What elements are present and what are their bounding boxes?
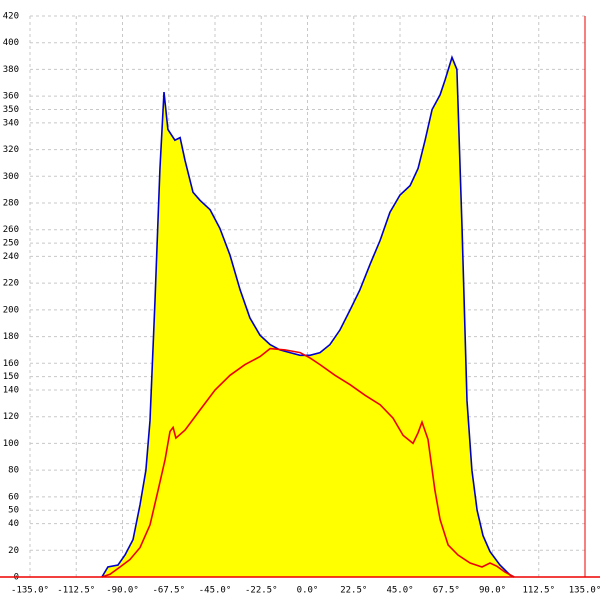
y-tick-label: 420 [3, 12, 19, 22]
x-tick-label: 45.0° [386, 586, 413, 596]
y-tick-label: 200 [3, 305, 19, 315]
y-tick-label: 140 [3, 386, 19, 396]
y-tick-label: 60 [8, 492, 19, 502]
y-tick-label: 380 [3, 65, 19, 75]
x-tick-label: -22.5° [245, 586, 278, 596]
y-tick-label: 80 [8, 466, 19, 476]
y-tick-label: 320 [3, 145, 19, 155]
x-tick-label: -45.0° [199, 586, 232, 596]
x-tick-label: -67.5° [152, 586, 185, 596]
y-tick-label: 20 [8, 546, 19, 556]
x-tick-label: 0.0° [297, 586, 319, 596]
y-tick-label: 150 [3, 372, 19, 382]
y-tick-label: 250 [3, 239, 19, 249]
y-tick-label: 300 [3, 172, 19, 182]
y-tick-label: 360 [3, 92, 19, 102]
x-tick-label: 135.0° [569, 586, 600, 596]
y-tick-label: 100 [3, 439, 19, 449]
y-tick-label: 280 [3, 199, 19, 209]
y-tick-label: 260 [3, 225, 19, 235]
y-tick-label: 120 [3, 412, 19, 422]
x-tick-label: 90.0° [479, 586, 506, 596]
y-tick-label: 350 [3, 105, 19, 115]
y-tick-label: 40 [8, 519, 19, 529]
x-tick-label: -90.0° [106, 586, 139, 596]
y-tick-label: 400 [3, 38, 19, 48]
y-tick-label: 220 [3, 279, 19, 289]
x-tick-label: -112.5° [57, 586, 95, 596]
x-tick-label: -135.0° [11, 586, 49, 596]
y-tick-label: 50 [8, 506, 19, 516]
x-tick-label: 67.5° [433, 586, 460, 596]
y-tick-label: 340 [3, 118, 19, 128]
y-tick-label: 240 [3, 252, 19, 262]
line [101, 347, 515, 578]
x-tick-label: 22.5° [340, 586, 367, 596]
y-tick-label: 180 [3, 332, 19, 342]
y-tick-label: 160 [3, 359, 19, 369]
area [101, 57, 515, 577]
x-tick-label: 112.5° [522, 586, 555, 596]
